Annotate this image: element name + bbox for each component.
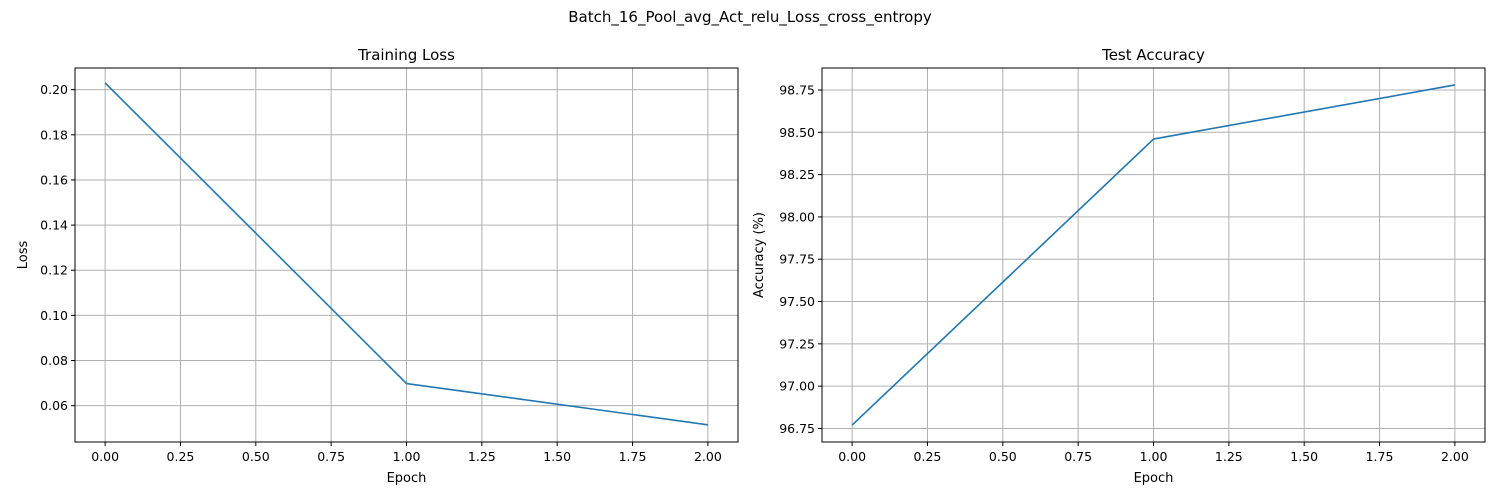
- y-tick-label: 0.10: [40, 308, 68, 323]
- x-tick-label: 0.50: [242, 449, 270, 464]
- y-axis: 0.06 0.08 0.10 0.12 0.14 0.16 0.18 0.20: [40, 82, 75, 413]
- x-tick-label: 1.00: [1140, 449, 1168, 464]
- chart-title: Test Accuracy: [1101, 46, 1205, 64]
- y-tick-label: 0.08: [40, 353, 68, 368]
- x-tick-label: 0.00: [91, 449, 119, 464]
- x-tick-label: 1.25: [468, 449, 496, 464]
- y-tick-label: 97.00: [779, 379, 815, 394]
- series-layer: [851, 84, 1456, 426]
- x-tick-label: 2.00: [1441, 449, 1469, 464]
- x-tick-label: 1.50: [1290, 449, 1318, 464]
- y-tick-label: 98.25: [779, 167, 815, 182]
- x-tick-label: 1.00: [393, 449, 421, 464]
- x-tick-label: 2.00: [694, 449, 722, 464]
- y-tick-label: 98.75: [779, 83, 815, 98]
- series-line: [851, 84, 1456, 426]
- x-tick-label: 0.75: [1064, 449, 1092, 464]
- grid: [822, 68, 1485, 442]
- x-tick-label: 1.75: [619, 449, 647, 464]
- x-tick-label: 0.50: [989, 449, 1017, 464]
- x-tick-label: 0.25: [914, 449, 942, 464]
- y-tick-label: 97.25: [779, 336, 815, 351]
- series-line: [104, 82, 708, 426]
- x-tick-label: 1.25: [1215, 449, 1243, 464]
- x-tick-label: 0.25: [167, 449, 195, 464]
- grid: [75, 68, 738, 442]
- x-axis: 0.00 0.25 0.50 0.75 1.00 1.25 1.50 1.75 2.00: [91, 442, 722, 464]
- chart-title: Training Loss: [357, 46, 455, 64]
- y-tick-label: 0.16: [40, 172, 68, 187]
- y-tick-label: 0.12: [40, 263, 68, 278]
- x-tick-label: 0.75: [317, 449, 345, 464]
- x-axis: 0.00 0.25 0.50 0.75 1.00 1.25 1.50 1.75 2.00: [838, 442, 1469, 464]
- chart-training-loss: Training Loss 0.00 0.25 0.50 0.75 1.00 1.25 1.…: [16, 46, 739, 486]
- y-axis-label: Accuracy (%): [752, 212, 767, 298]
- y-tick-label: 0.20: [40, 82, 68, 97]
- figure-suptitle: Batch_16_Pool_avg_Act_relu_Loss_cross_en…: [568, 8, 932, 27]
- y-tick-label: 98.00: [779, 209, 815, 224]
- y-tick-label: 97.75: [779, 252, 815, 267]
- y-axis-label: Loss: [16, 241, 31, 270]
- chart-test-accuracy: Test Accuracy 0.00 0.25 0.50 0.75 1.00 1.25 1.…: [752, 46, 1486, 486]
- y-tick-label: 0.06: [40, 398, 68, 413]
- y-axis: 96.75 97.00 97.25 97.50 97.75 98.00 98.25 98.50…: [779, 83, 822, 436]
- x-tick-label: 0.00: [838, 449, 866, 464]
- x-axis-label: Epoch: [1134, 471, 1174, 486]
- y-tick-label: 98.50: [779, 125, 815, 140]
- y-tick-label: 96.75: [779, 421, 815, 436]
- y-tick-label: 0.18: [40, 127, 68, 142]
- series-layer: [104, 82, 708, 426]
- x-tick-label: 1.75: [1366, 449, 1394, 464]
- x-axis-label: Epoch: [387, 471, 427, 486]
- y-tick-label: 0.14: [40, 218, 68, 233]
- x-tick-label: 1.50: [543, 449, 571, 464]
- y-tick-label: 97.50: [779, 294, 815, 309]
